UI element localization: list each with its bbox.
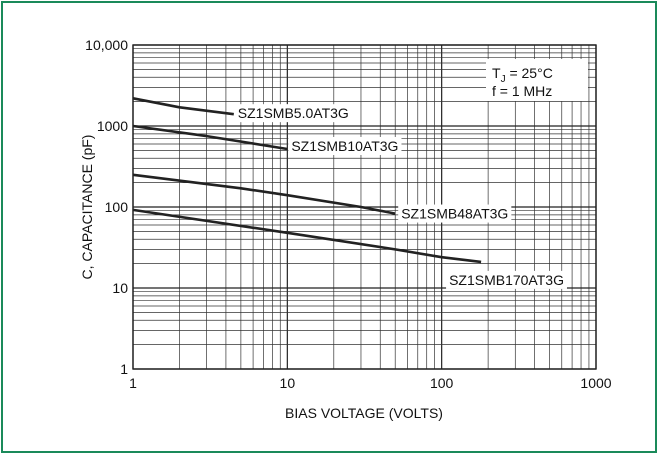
x-tick-label: 10 <box>280 375 296 391</box>
x-tick-label: 1 <box>129 375 137 391</box>
series-label-background <box>398 204 512 223</box>
series-label-background <box>234 104 352 123</box>
series-line-1 <box>132 97 234 116</box>
annotation-tj-main: T <box>492 65 501 81</box>
y-tick-label: 10 <box>112 280 128 296</box>
y-tick-label: 1000 <box>97 118 128 134</box>
x-axis-label: BIAS VOLTAGE (VOLTS) <box>285 405 443 421</box>
series-group <box>132 97 482 264</box>
annotation-tj: TJ = 25°C <box>492 65 553 85</box>
series-label-1: SZ1SMB5.0AT3G <box>238 105 349 121</box>
series-label-3: SZ1SMB48AT3G <box>401 206 508 222</box>
series-line-3 <box>132 173 396 215</box>
annotation-frequency: f = 1 MHz <box>492 83 552 99</box>
tick-labels: 1 10 100 1000 1 10 100 1000 10,000 <box>85 37 612 391</box>
series-labels: SZ1SMB5.0AT3G SZ1SMB10AT3G SZ1SMB48AT3G SZ1… <box>234 104 567 289</box>
annotation-tj-rest: = 25°C <box>506 65 553 81</box>
condition-annotation: TJ = 25°C f = 1 MHz <box>486 59 588 101</box>
y-tick-label: 100 <box>105 199 129 215</box>
annotation-tj-sub: J <box>501 74 506 85</box>
series-label-2: SZ1SMB10AT3G <box>291 138 398 154</box>
series-label-background <box>446 270 567 289</box>
series-line-4 <box>132 208 482 264</box>
y-tick-label: 10,000 <box>85 37 128 53</box>
series-line-2 <box>132 124 288 151</box>
series-label-4: SZ1SMB170AT3G <box>449 272 564 288</box>
y-axis-label: C, CAPACITANCE (pF) <box>79 135 95 280</box>
y-tick-label: 1 <box>120 361 128 377</box>
annotation-background <box>486 59 588 101</box>
series-label-background <box>288 137 402 156</box>
x-tick-label: 100 <box>430 375 454 391</box>
plot-border <box>132 44 597 370</box>
x-tick-label: 1000 <box>580 375 611 391</box>
